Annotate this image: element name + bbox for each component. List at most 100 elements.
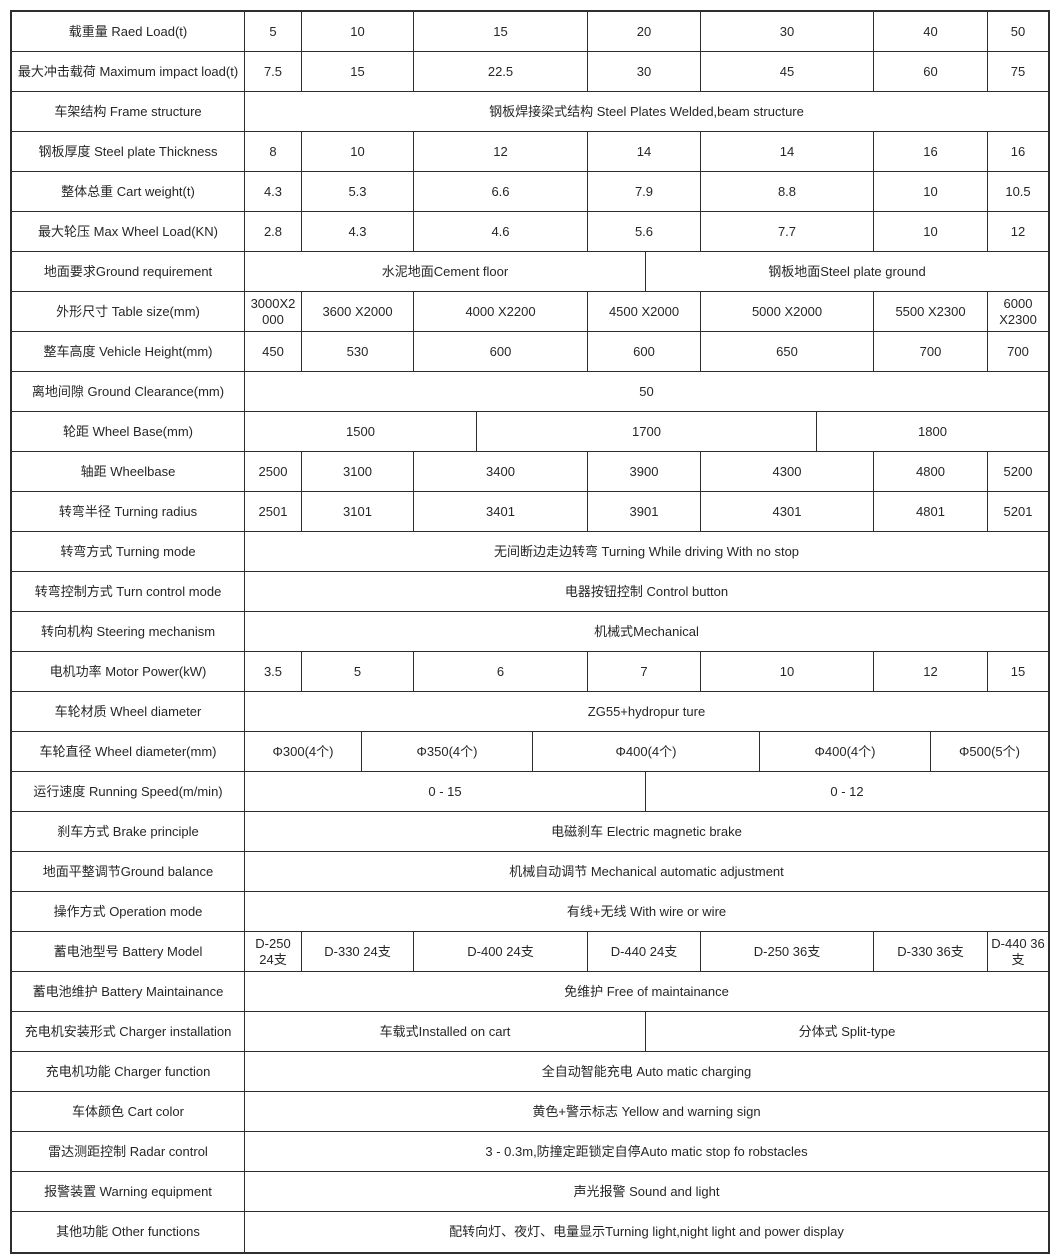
cell-value: 75 [988,52,1048,92]
cell-value: 电磁刹车 Electric magnetic brake [245,812,1048,852]
table-row: 轴距 Wheelbase 2500 3100 3400 3900 4300 4800 5200 [12,452,1048,492]
row-label: 电机功率 Motor Power(kW) [12,652,245,692]
table-row: 刹车方式 Brake principle 电磁刹车 Electric magnet… [12,812,1048,852]
table-row: 钢板厚度 Steel plate Thickness 8 10 12 14 14 16 16 [12,132,1048,172]
cell-value: 14 [701,132,874,172]
cell-value: 5 [302,652,414,692]
row-label: 报警装置 Warning equipment [12,1172,245,1212]
cell-value: 4.3 [302,212,414,252]
spec-table: 载重量 Raed Load(t) 5 10 15 20 30 40 50 最大冲击载荷 Maxi… [10,10,1050,1254]
table-row: 车体颜色 Cart color 黄色+警示标志 Yellow and warnin… [12,1092,1048,1132]
cell-value: 水泥地面Cement floor [245,252,646,292]
cell-value: 0 - 12 [646,772,1048,812]
cell-value: 5201 [988,492,1048,532]
row-label: 运行速度 Running Speed(m/min) [12,772,245,812]
cell-value: 3901 [588,492,701,532]
cell-value: 配转向灯、夜灯、电量显示Turning light,night light an… [449,1224,844,1240]
cell-value: 钢板焊接梁式结构 Steel Plates Welded,beam struct… [245,92,1048,132]
cell-value: 5.3 [302,172,414,212]
row-label: 最大冲击载荷 Maximum impact load(t) [12,52,245,92]
table-row: 转弯控制方式 Turn control mode 电器按钮控制 Control b… [12,572,1048,612]
cell-value: 4301 [701,492,874,532]
cell-value: 0 - 15 [245,772,646,812]
cell-value: 12 [874,652,988,692]
table-row: 车轮直径 Wheel diameter(mm) Φ300(4个) Φ350(4个) Φ… [12,732,1048,772]
row-label: 操作方式 Operation mode [12,892,245,932]
cell-value: 16 [988,132,1048,172]
cell-value: 15 [414,12,588,52]
cell-value: 530 [302,332,414,372]
cell-value: 16 [874,132,988,172]
cell-value: 3 - 0.3m,防撞定距锁定自停Auto matic stop fo robs… [245,1132,1048,1172]
cell-value: 1700 [477,412,817,452]
row-label: 轴距 Wheelbase [12,452,245,492]
row-label: 离地间隙 Ground Clearance(mm) [12,372,245,412]
row-label: 充电机功能 Charger function [12,1052,245,1092]
table-row: 充电机安装形式 Charger installation 车载式Installed… [12,1012,1048,1052]
table-row: 转弯半径 Turning radius 2501 3101 3401 3901 4301 4… [12,492,1048,532]
cell-value: 5.6 [588,212,701,252]
cell-value: 4.3 [245,172,302,212]
cell-value: D-440 24支 [588,932,701,972]
table-row: 操作方式 Operation mode 有线+无线 With wire or wi… [12,892,1048,932]
cell-value: 650 [701,332,874,372]
cell-value: 4000 X2200 [414,292,588,332]
cell-value: 5500 X2300 [874,292,988,332]
table-row: 其他功能 Other functions 配转向灯、夜灯、电量显示Turning … [12,1212,1048,1252]
table-row: 充电机功能 Charger function 全自动智能充电 Auto matic… [12,1052,1048,1092]
table-row: 地面要求Ground requirement 水泥地面Cement floor 钢板… [12,252,1048,292]
cell-value: 7.9 [588,172,701,212]
row-label: 充电机安装形式 Charger installation [12,1012,245,1052]
cell-value: 40 [874,12,988,52]
cell-value: Φ350(4个) [362,732,533,772]
cell-value: Φ300(4个) [245,732,362,772]
cell-value: 15 [302,52,414,92]
table-row: 整体总重 Cart weight(t) 4.3 5.3 6.6 7.9 8.8 10 10.5 [12,172,1048,212]
cell-value: 14 [588,132,701,172]
cell-value: 3000X2000 [245,292,302,332]
cell-value: 有线+无线 With wire or wire [245,892,1048,932]
cell-value: D-400 24支 [414,932,588,972]
row-label: 整体总重 Cart weight(t) [12,172,245,212]
cell-value: 3600 X2000 [302,292,414,332]
table-row: 车架结构 Frame structure 钢板焊接梁式结构 Steel Plate… [12,92,1048,132]
table-row: 转弯方式 Turning mode 无间断边走边转弯 Turning While … [12,532,1048,572]
cell-value: ZG55+hydropur ture [245,692,1048,732]
row-label: 载重量 Raed Load(t) [12,12,245,52]
cell-value: 7 [588,652,701,692]
cell-value: 黄色+警示标志 Yellow and warning sign [245,1092,1048,1132]
row-label: 轮距 Wheel Base(mm) [12,412,245,452]
row-label: 蓄电池型号 Battery Model [12,932,245,972]
cell-value: 12 [414,132,588,172]
cell-value: 1800 [817,412,1048,452]
table-row: 整车高度 Vehicle Height(mm) 450 530 600 600 650 70… [12,332,1048,372]
cell-value: D-330 36支 [874,932,988,972]
row-label: 车架结构 Frame structure [12,92,245,132]
cell-value: 4801 [874,492,988,532]
row-label: 车轮直径 Wheel diameter(mm) [12,732,245,772]
row-label: 转向机构 Steering mechanism [12,612,245,652]
row-label: 钢板厚度 Steel plate Thickness [12,132,245,172]
cell-value: 机械式Mechanical [245,612,1048,652]
cell-value: 3900 [588,452,701,492]
cell-value: 4500 X2000 [588,292,701,332]
row-label: 雷达测距控制 Radar control [12,1132,245,1172]
table-row: 车轮材质 Wheel diameter ZG55+hydropur ture [12,692,1048,732]
row-label: 最大轮压 Max Wheel Load(KN) [12,212,245,252]
table-row: 离地间隙 Ground Clearance(mm) 50 [12,372,1048,412]
cell-value: 1500 [245,412,477,452]
cell-value: 钢板地面Steel plate ground [646,252,1048,292]
cell-value: 8 [245,132,302,172]
cell-value: 3.5 [245,652,302,692]
cell-value: 4.6 [414,212,588,252]
row-label: 地面要求Ground requirement [12,252,245,292]
table-row: 蓄电池维护 Battery Maintainance 免维护 Free of ma… [12,972,1048,1012]
table-row: 地面平整调节Ground balance 机械自动调节 Mechanical au… [12,852,1048,892]
row-label: 转弯控制方式 Turn control mode [12,572,245,612]
cell-value: 22.5 [414,52,588,92]
cell-value: Φ500(5个) [931,732,1048,772]
table-row: 轮距 Wheel Base(mm) 1500 1700 1800 [12,412,1048,452]
cell-value: 2500 [245,452,302,492]
cell-value: 3101 [302,492,414,532]
cell-value: Φ400(4个) [760,732,931,772]
